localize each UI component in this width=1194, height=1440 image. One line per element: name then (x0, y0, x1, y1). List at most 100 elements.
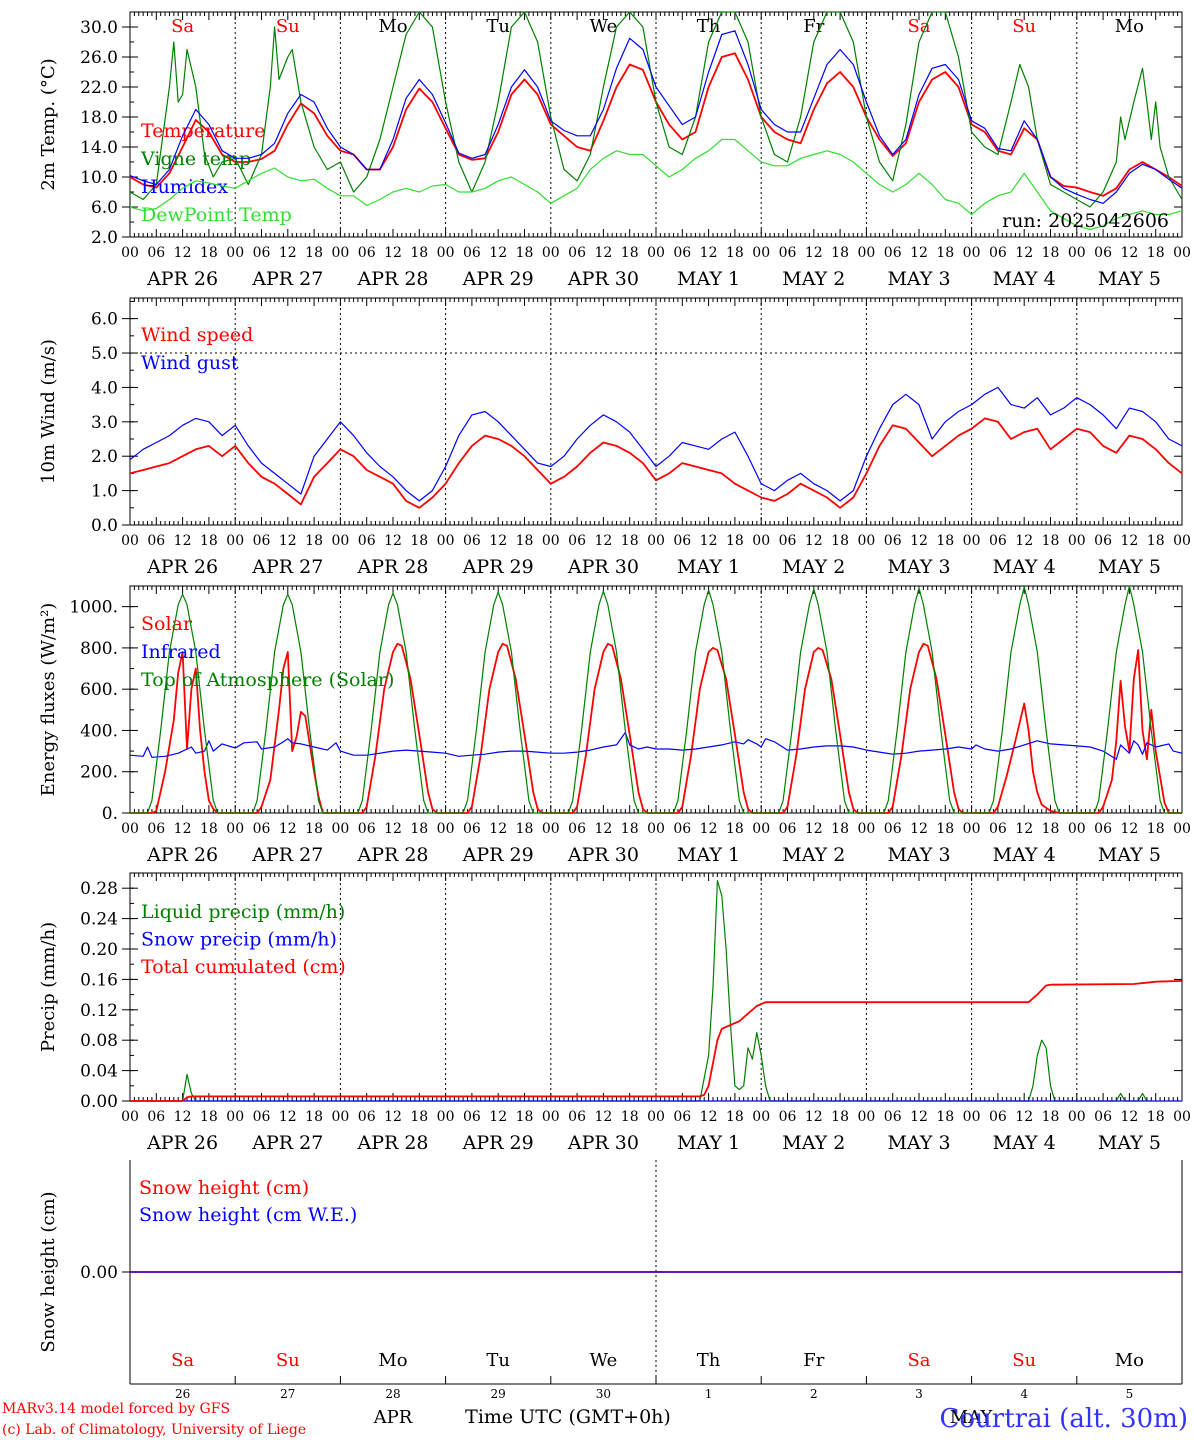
hour-label: 06 (673, 1109, 691, 1125)
hour-label: 18 (936, 245, 954, 261)
date-label: MAY 4 (993, 1132, 1056, 1154)
hour-label: 06 (147, 245, 165, 261)
date-label: MAY 5 (1098, 556, 1161, 578)
hour-label: 00 (1068, 533, 1086, 549)
hour-label: 12 (279, 1109, 297, 1125)
series-line-3 (130, 980, 1183, 1102)
y-tick-label: 400. (80, 721, 118, 741)
date-label: MAY 3 (887, 844, 950, 866)
hour-label: 06 (884, 821, 902, 837)
series-line-1 (129, 417, 1183, 509)
hour-label: 18 (621, 245, 639, 261)
date-label: APR 28 (356, 844, 428, 866)
hour-label: 00 (647, 533, 665, 549)
y-axis-title: Precip (mm/h) (38, 922, 59, 1052)
hour-label: 18 (936, 821, 954, 837)
hour-label: 18 (936, 1109, 954, 1125)
hour-label: 06 (568, 821, 586, 837)
weekday-label: Th (697, 16, 721, 37)
hour-label: 00 (963, 821, 981, 837)
y-axis-title: Snow height (cm) (38, 1191, 59, 1352)
day-number: 27 (280, 1387, 295, 1401)
hour-label: 00 (226, 533, 244, 549)
hour-label: 12 (805, 821, 823, 837)
y-tick-label: 6.0 (91, 310, 118, 330)
day-number: 28 (385, 1387, 400, 1401)
series-line-2 (129, 386, 1183, 502)
hour-label: 18 (305, 821, 323, 837)
weekday-label: Mo (1115, 1350, 1144, 1371)
hour-label: 12 (700, 533, 718, 549)
date-label: MAY 2 (782, 268, 845, 290)
day-number: 30 (596, 1387, 611, 1401)
hour-label: 18 (621, 821, 639, 837)
y-tick-label: 0.0 (91, 516, 118, 536)
y-tick-label: 0.20 (80, 940, 118, 960)
month-label-may: MAY (950, 1407, 994, 1428)
y-tick-label: 3.0 (91, 413, 118, 433)
y-tick-label: 18.0 (80, 108, 118, 128)
date-label: MAY 2 (782, 556, 845, 578)
y-tick-label: 0.16 (80, 970, 118, 990)
date-label: MAY 3 (887, 268, 950, 290)
y-tick-label: 0.28 (80, 879, 118, 899)
hour-label: 00 (226, 821, 244, 837)
weekday-label: We (590, 1350, 618, 1371)
hour-label: 18 (1147, 821, 1165, 837)
hour-label: 18 (621, 1109, 639, 1125)
y-axis-title: 10m Wind (m/s) (38, 339, 59, 484)
weekday-label: Fr (803, 1350, 824, 1371)
legend-entry: Wind gust (141, 352, 239, 374)
hour-label: 00 (437, 533, 455, 549)
hour-label: 12 (1120, 821, 1138, 837)
hour-label: 00 (121, 533, 139, 549)
run-label: run: 2025042606 (1002, 210, 1169, 232)
hour-label: 00 (331, 245, 349, 261)
hour-label: 18 (200, 1109, 218, 1125)
date-label: APR 30 (567, 268, 639, 290)
hour-label: 00 (331, 1109, 349, 1125)
hour-label: 00 (226, 1109, 244, 1125)
hour-label: 06 (1094, 821, 1112, 837)
hour-label: 00 (121, 1109, 139, 1125)
legend-entry: Top of Atmosphere (Solar) (141, 669, 394, 691)
weekday-label: Su (276, 1350, 300, 1371)
hour-label: 18 (1147, 1109, 1165, 1125)
hour-label: 18 (305, 1109, 323, 1125)
hour-label: 00 (542, 245, 560, 261)
day-number: 1 (705, 1387, 713, 1401)
hour-label: 12 (1015, 245, 1033, 261)
weekday-label: Sa (171, 16, 194, 37)
hour-label: 12 (1120, 245, 1138, 261)
hour-label: 18 (726, 245, 744, 261)
hour-label: 12 (174, 821, 192, 837)
date-label: APR 27 (251, 556, 323, 578)
y-tick-label: 200. (80, 763, 118, 783)
day-number: 2 (810, 1387, 818, 1401)
hour-label: 06 (779, 1109, 797, 1125)
date-label: MAY 5 (1098, 268, 1161, 290)
hour-label: 06 (147, 1109, 165, 1125)
hour-label: 12 (805, 245, 823, 261)
hour-label: 12 (489, 245, 507, 261)
date-label: APR 30 (567, 1132, 639, 1154)
legend-entry: Wind speed (141, 324, 253, 346)
legend-entry: DewPoint Temp (141, 204, 292, 226)
hour-label: 00 (647, 1109, 665, 1125)
date-label: APR 30 (567, 844, 639, 866)
hour-label: 00 (437, 821, 455, 837)
hour-label: 06 (779, 245, 797, 261)
hour-label: 12 (700, 1109, 718, 1125)
hour-label: 12 (279, 245, 297, 261)
y-tick-label: 10.0 (80, 168, 118, 188)
station-title: Courtrai (alt. 30m) (940, 1404, 1189, 1434)
date-label: APR 26 (146, 844, 218, 866)
hour-label: 00 (1173, 821, 1191, 837)
hour-label: 18 (516, 533, 534, 549)
date-label: MAY 3 (887, 1132, 950, 1154)
hour-label: 00 (121, 245, 139, 261)
date-label: MAY 1 (677, 1132, 740, 1154)
series-line-2 (129, 731, 1183, 760)
legend-entry: Snow height (cm) (139, 1177, 309, 1199)
